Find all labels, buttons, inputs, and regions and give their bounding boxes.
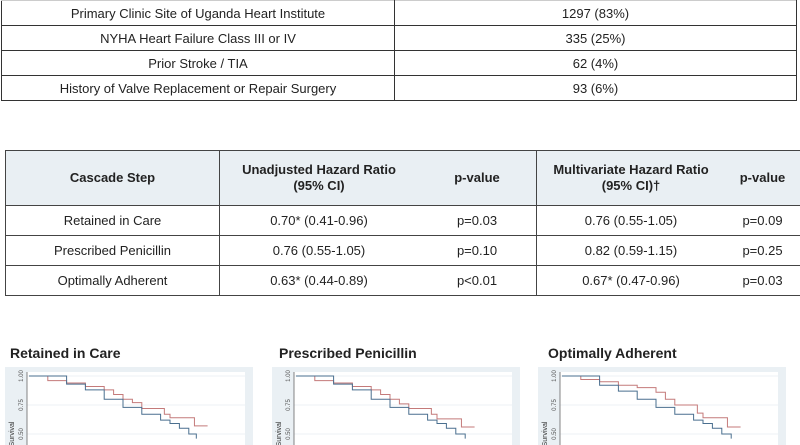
y-axis-label: Survival [542, 421, 549, 445]
cell-multivariate-hr: 0.76 (0.55-1.05) [536, 205, 725, 236]
row-value: 62 (4%) [394, 50, 797, 76]
y-tick-label: 0.50 [286, 428, 292, 440]
km-curve-blue [296, 375, 466, 439]
km-plot-prescribed: 1.00 0.75 0.50 Survival [272, 367, 520, 445]
header-line: (95% CI) [293, 178, 345, 193]
y-tick-label: 1.00 [286, 370, 292, 382]
table-row: Optimally Adherent 0.63* (0.44-0.89) p<0… [5, 265, 800, 296]
y-tick-label: 0.75 [19, 399, 25, 411]
plot-area [560, 372, 778, 445]
hazard-ratio-table: Cascade Step Unadjusted Hazard Ratio (95… [5, 150, 800, 296]
cell-unadjusted-hr: 0.63* (0.44-0.89) [219, 265, 418, 296]
row-label: NYHA Heart Failure Class III or IV [1, 25, 395, 51]
row-label: Prior Stroke / TIA [1, 50, 395, 76]
table-row: Prescribed Penicillin 0.76 (0.55-1.05) p… [5, 235, 800, 266]
row-value: 93 (6%) [394, 75, 797, 101]
km-curve-red [296, 375, 475, 428]
cell-p-value-1: p<0.01 [418, 265, 537, 296]
cell-p-value-1: p=0.10 [418, 235, 537, 266]
plot-area [27, 372, 245, 445]
header-cascade-step: Cascade Step [5, 150, 220, 206]
km-plot-adherent: 1.00 0.75 0.50 Survival [538, 367, 786, 445]
y-tick-label: 0.50 [552, 428, 558, 440]
row-label: Primary Clinic Site of Uganda Heart Inst… [1, 0, 395, 26]
km-curve-blue [562, 375, 732, 439]
km-plot-retained: 1.00 0.75 0.50 Survival [5, 367, 253, 445]
table-row: NYHA Heart Failure Class III or IV 335 (… [1, 25, 797, 51]
y-tick-label: 1.00 [552, 370, 558, 382]
y-tick-label: 0.50 [19, 428, 25, 440]
header-p-value-1: p-value [418, 150, 537, 206]
header-unadjusted-hr: Unadjusted Hazard Ratio (95% CI) [219, 150, 418, 206]
cell-unadjusted-hr: 0.70* (0.41-0.96) [219, 205, 418, 236]
table-row: Retained in Care 0.70* (0.41-0.96) p=0.0… [5, 205, 800, 236]
header-line: (95% CI)† [601, 178, 661, 193]
cell-unadjusted-hr: 0.76 (0.55-1.05) [219, 235, 418, 266]
y-axis-label: Survival [9, 421, 16, 445]
cell-multivariate-hr: 0.67* (0.47-0.96) [536, 265, 725, 296]
y-tick-label: 0.75 [286, 399, 292, 411]
cell-step: Retained in Care [5, 205, 220, 236]
cell-p-value-1: p=0.03 [418, 205, 537, 236]
y-tick-label: 1.00 [19, 370, 25, 382]
plot-title-prescribed: Prescribed Penicillin [279, 345, 417, 361]
header-line: Unadjusted Hazard Ratio [242, 162, 396, 177]
table-row: Primary Clinic Site of Uganda Heart Inst… [1, 0, 797, 26]
header-p-value-2: p-value [725, 150, 800, 206]
cell-p-value-2: p=0.09 [725, 205, 800, 236]
cell-step: Optimally Adherent [5, 265, 220, 296]
cell-multivariate-hr: 0.82 (0.59-1.15) [536, 235, 725, 266]
header-row: Cascade Step Unadjusted Hazard Ratio (95… [5, 150, 800, 206]
y-axis-label: Survival [276, 421, 283, 445]
cell-p-value-2: p=0.03 [725, 265, 800, 296]
cell-step: Prescribed Penicillin [5, 235, 220, 266]
row-value: 335 (25%) [394, 25, 797, 51]
table-row: History of Valve Replacement or Repair S… [1, 75, 797, 101]
plot-title-adherent: Optimally Adherent [548, 345, 677, 361]
row-value: 1297 (83%) [394, 0, 797, 26]
row-label: History of Valve Replacement or Repair S… [1, 75, 395, 101]
table-row: Prior Stroke / TIA 62 (4%) [1, 50, 797, 76]
baseline-characteristics-table: Primary Clinic Site of Uganda Heart Inst… [1, 0, 797, 101]
y-tick-label: 0.75 [552, 399, 558, 411]
km-curve-blue [29, 375, 197, 439]
header-line: Multivariate Hazard Ratio [553, 162, 709, 177]
header-multivariate-hr: Multivariate Hazard Ratio (95% CI)† [536, 150, 725, 206]
cell-p-value-2: p=0.25 [725, 235, 800, 266]
plot-area [294, 372, 512, 445]
km-curve-red [29, 375, 208, 427]
plot-title-retained: Retained in Care [10, 345, 121, 361]
